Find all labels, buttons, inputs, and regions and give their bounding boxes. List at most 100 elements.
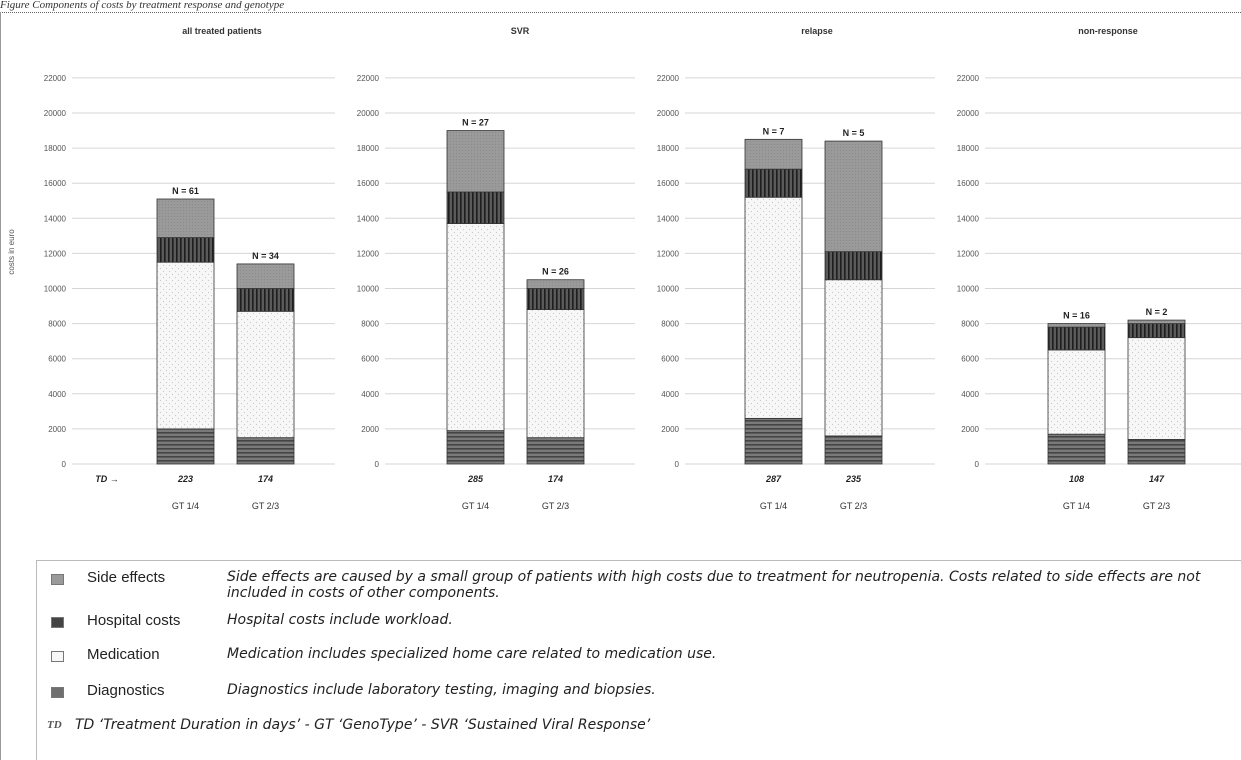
- y-tick-label: 18000: [657, 144, 680, 153]
- bar-segment-medication: [744, 196, 803, 419]
- y-tick-label: 6000: [361, 355, 379, 364]
- y-tick-label: 16000: [357, 179, 380, 188]
- y-tick-label: 20000: [957, 109, 980, 118]
- bar-segment-hospital-costs: [824, 251, 883, 281]
- y-tick-label: 10000: [357, 285, 380, 294]
- panel-title: all treated patients: [182, 26, 262, 36]
- legend-label-hospital: Hospital costs: [87, 612, 181, 629]
- y-tick-label: 12000: [657, 249, 680, 258]
- legend: Side effects Side effects are caused by …: [36, 560, 1241, 760]
- n-label: N = 5: [843, 128, 865, 138]
- genotype-label: GT 1/4: [172, 501, 199, 511]
- bar-segment-medication: [1127, 337, 1186, 440]
- y-tick-label: 8000: [661, 320, 679, 329]
- bar-segment-hospital-costs: [526, 288, 585, 310]
- y-tick-label: 12000: [44, 249, 67, 258]
- legend-desc-hospital: Hospital costs include workload.: [227, 612, 453, 628]
- n-label: N = 34: [252, 251, 279, 261]
- td-value: 174: [258, 474, 273, 484]
- hospital-costs-swatch: [51, 617, 64, 628]
- y-tick-label: 18000: [44, 144, 67, 153]
- bar-segment-medication: [526, 309, 585, 439]
- y-tick-label: 12000: [357, 249, 380, 258]
- bar-segment-diagnostics: [1127, 439, 1186, 465]
- bar-segment-side-effects: [1047, 323, 1106, 328]
- td-value: 147: [1149, 474, 1165, 484]
- y-tick-label: 10000: [957, 285, 980, 294]
- y-tick-label: 14000: [957, 214, 980, 223]
- y-tick-label: 22000: [957, 74, 980, 83]
- bar-segment-diagnostics: [824, 435, 883, 465]
- side-effects-swatch: [51, 574, 64, 585]
- td-value: 235: [845, 474, 862, 484]
- bar-segment-medication: [1047, 349, 1106, 435]
- td-value: 287: [765, 474, 782, 484]
- td-value: 223: [177, 474, 193, 484]
- y-tick-label: 4000: [48, 390, 66, 399]
- y-tick-label: 18000: [957, 144, 980, 153]
- y-tick-label: 6000: [961, 355, 979, 364]
- legend-label-medication: Medication: [87, 646, 160, 663]
- y-tick-label: 2000: [48, 425, 66, 434]
- y-tick-label: 8000: [961, 320, 979, 329]
- y-tick-label: 0: [975, 460, 980, 469]
- genotype-label: GT 2/3: [252, 501, 279, 511]
- panel-title: relapse: [801, 26, 833, 36]
- bar-segment-medication: [236, 310, 295, 439]
- td-badge-icon: TD: [47, 719, 62, 731]
- legend-desc-side-effects: Side effects are caused by a small group…: [227, 569, 1201, 601]
- n-label: N = 61: [172, 186, 199, 196]
- n-label: N = 27: [462, 118, 489, 128]
- y-tick-label: 14000: [44, 214, 67, 223]
- figure-frame-left: [0, 12, 1, 760]
- figure-caption: Figure Components of costs by treatment …: [0, 0, 1241, 13]
- y-tick-label: 8000: [361, 320, 379, 329]
- genotype-label: GT 1/4: [760, 501, 787, 511]
- bar-segment-diagnostics: [236, 437, 295, 465]
- bar-segment-hospital-costs: [1127, 323, 1186, 339]
- td-value: 108: [1069, 474, 1084, 484]
- genotype-label: GT 2/3: [840, 501, 867, 511]
- y-tick-label: 22000: [657, 74, 680, 83]
- panel-title: non-response: [1078, 26, 1138, 36]
- bar-segment-hospital-costs: [156, 237, 215, 263]
- medication-swatch: [51, 651, 64, 662]
- bar-segment-side-effects: [446, 130, 505, 193]
- y-tick-label: 4000: [961, 390, 979, 399]
- bar-segment-diagnostics: [744, 417, 803, 465]
- bar-segment-side-effects: [1127, 319, 1186, 324]
- y-axis-label: costs in euro: [7, 229, 16, 275]
- y-tick-label: 2000: [961, 425, 979, 434]
- legend-label-diagnostics: Diagnostics: [87, 682, 165, 699]
- legend-label-side-effects: Side effects: [87, 569, 166, 586]
- bar-segment-hospital-costs: [446, 191, 505, 224]
- genotype-label: GT 1/4: [462, 501, 489, 511]
- bar-segment-medication: [156, 261, 215, 430]
- bar-segment-medication: [824, 279, 883, 437]
- y-tick-label: 2000: [361, 425, 379, 434]
- y-tick-label: 8000: [48, 320, 66, 329]
- bar-segment-diagnostics: [526, 437, 585, 465]
- bar-segment-side-effects: [526, 279, 585, 289]
- y-tick-label: 6000: [48, 355, 66, 364]
- y-tick-label: 14000: [657, 214, 680, 223]
- bar-segment-diagnostics: [156, 428, 215, 465]
- y-tick-label: 0: [375, 460, 380, 469]
- bar-segment-medication: [446, 223, 505, 432]
- y-tick-label: 2000: [661, 425, 679, 434]
- y-tick-label: 22000: [44, 74, 67, 83]
- n-label: N = 26: [542, 267, 569, 277]
- genotype-label: GT 2/3: [1143, 501, 1170, 511]
- y-tick-label: 16000: [44, 179, 67, 188]
- bar-segment-side-effects: [744, 138, 803, 170]
- y-tick-label: 4000: [361, 390, 379, 399]
- y-tick-label: 0: [675, 460, 680, 469]
- bar-segment-side-effects: [236, 263, 295, 289]
- y-tick-label: 10000: [44, 285, 67, 294]
- td-marker: TD →: [95, 474, 119, 484]
- y-tick-label: 20000: [357, 109, 380, 118]
- y-tick-label: 6000: [661, 355, 679, 364]
- legend-desc-diagnostics: Diagnostics include laboratory testing, …: [227, 682, 656, 698]
- y-tick-label: 20000: [657, 109, 680, 118]
- n-label: N = 7: [763, 126, 785, 136]
